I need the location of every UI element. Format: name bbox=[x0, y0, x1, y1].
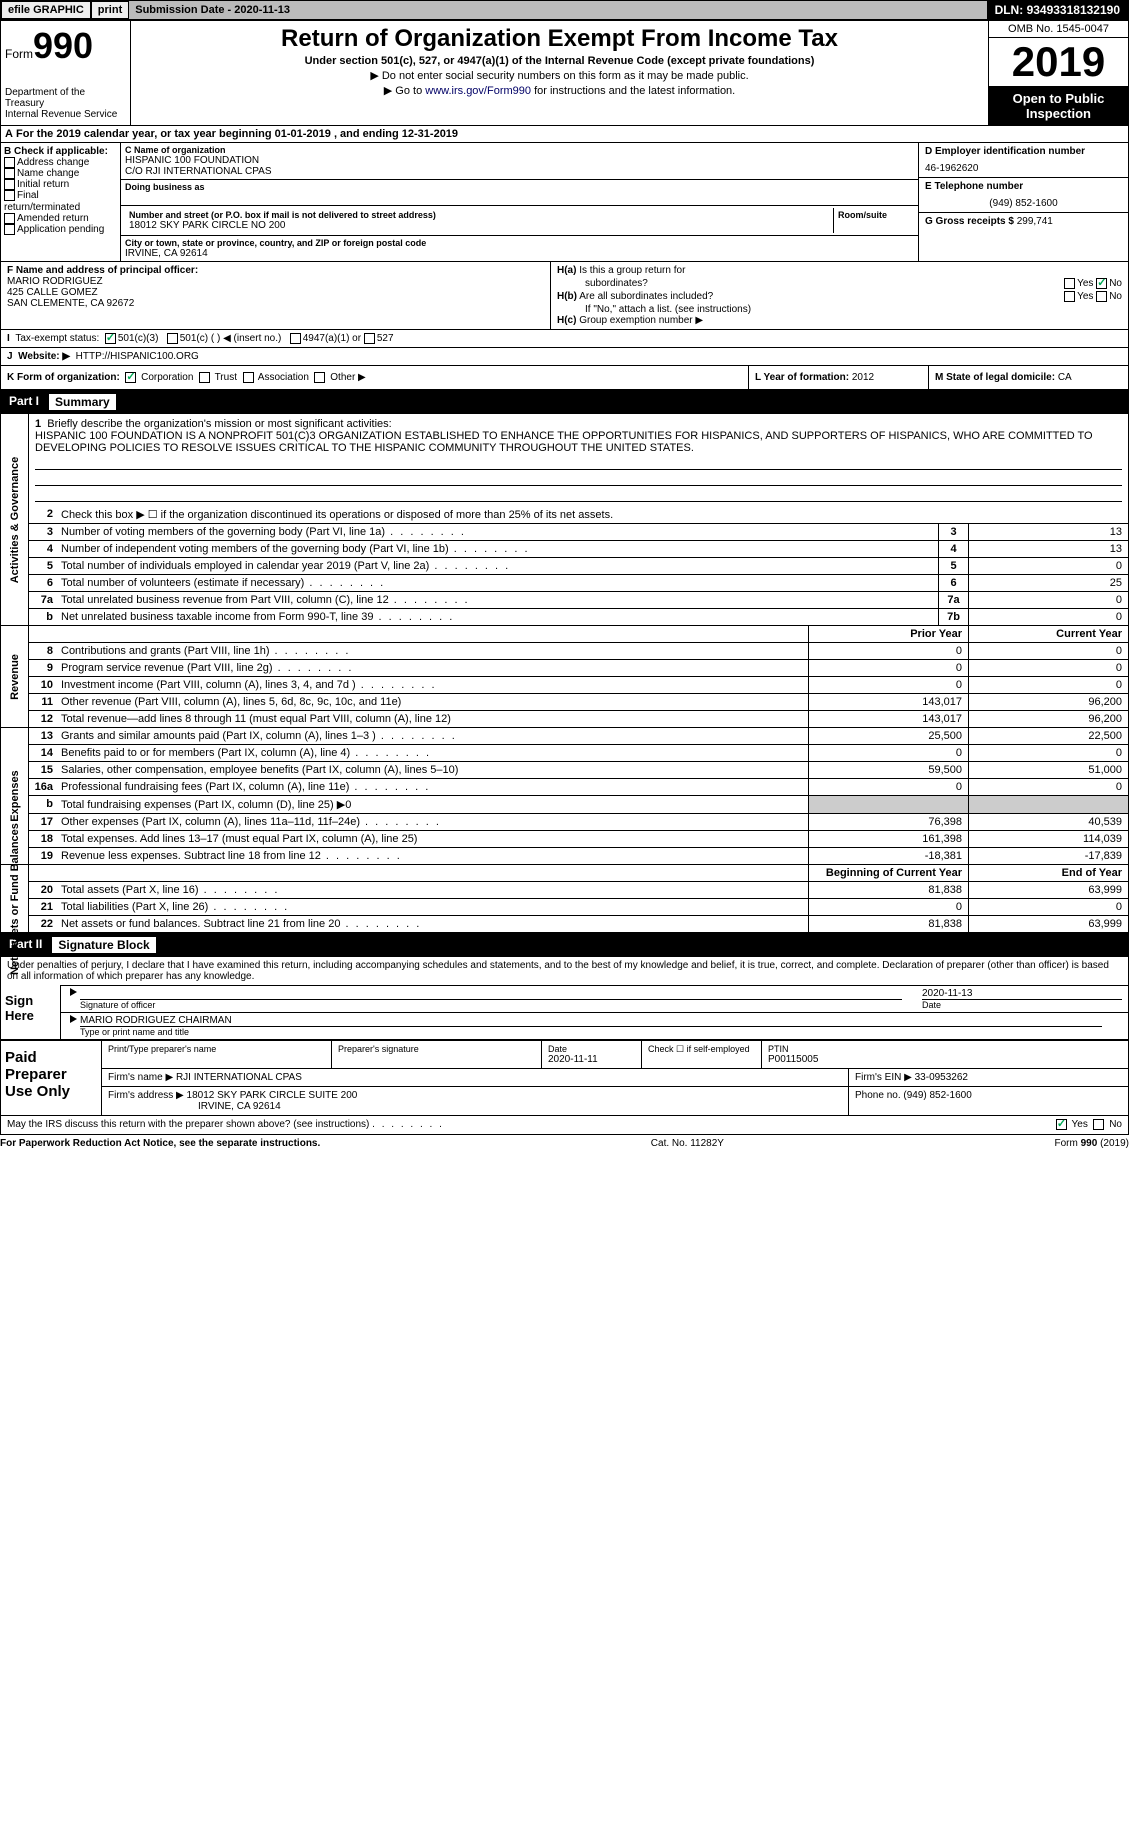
note-ssn: ▶ Do not enter social security numbers o… bbox=[135, 69, 984, 82]
note-link: ▶ Go to www.irs.gov/Form990 for instruct… bbox=[135, 84, 984, 97]
box-i: I Tax-exempt status: 501(c)(3) 501(c) ( … bbox=[0, 330, 1129, 348]
form-header: Form990 Department of the Treasury Inter… bbox=[0, 20, 1129, 126]
arrow-icon bbox=[70, 988, 77, 996]
may-discuss: May the IRS discuss this return with the… bbox=[0, 1116, 1129, 1134]
subdate-label: Submission Date - 2020-11-13 bbox=[129, 2, 296, 18]
box-d-e-g: D Employer identification number46-19626… bbox=[918, 143, 1128, 261]
preparer-section: Paid Preparer Use Only Print/Type prepar… bbox=[0, 1040, 1129, 1116]
irs-link[interactable]: www.irs.gov/Form990 bbox=[425, 85, 531, 97]
form-number: Form990 bbox=[5, 25, 126, 67]
footer: For Paperwork Reduction Act Notice, see … bbox=[0, 1135, 1129, 1152]
box-f: F Name and address of principal officer:… bbox=[1, 262, 551, 329]
form-title: Return of Organization Exempt From Incom… bbox=[135, 25, 984, 53]
omb-number: OMB No. 1545-0047 bbox=[989, 21, 1128, 38]
print-button[interactable]: print bbox=[91, 1, 129, 19]
top-bar: efile GRAPHIC print Submission Date - 20… bbox=[0, 0, 1129, 20]
arrow-icon bbox=[70, 1015, 77, 1023]
box-k-l-m: K Form of organization: Corporation Trus… bbox=[0, 366, 1129, 390]
tax-year: 2019 bbox=[989, 38, 1128, 87]
box-h: H(a) Is this a group return for subordin… bbox=[551, 262, 1128, 329]
irs-label: Internal Revenue Service bbox=[5, 109, 126, 120]
box-j: J Website: ▶ HTTP://HISPANIC100.ORG bbox=[0, 348, 1129, 366]
revenue: Revenue Prior YearCurrent Year 8Contribu… bbox=[0, 626, 1129, 728]
expenses: Expenses 13Grants and similar amounts pa… bbox=[0, 728, 1129, 865]
box-f-h: F Name and address of principal officer:… bbox=[0, 262, 1129, 330]
signature-section: Under penalties of perjury, I declare th… bbox=[0, 957, 1129, 1040]
net-assets: Net Assets or Fund Balances Beginning of… bbox=[0, 865, 1129, 933]
part2-header: Part II Signature Block bbox=[0, 933, 1129, 957]
part1-header: Part I Summary bbox=[0, 390, 1129, 414]
dln: DLN: 93493318132190 bbox=[987, 1, 1128, 19]
period-row: A For the 2019 calendar year, or tax yea… bbox=[0, 126, 1129, 143]
box-c: C Name of organization HISPANIC 100 FOUN… bbox=[121, 143, 918, 261]
efile-label: efile GRAPHIC bbox=[1, 1, 91, 19]
dept-label: Department of the Treasury bbox=[5, 87, 126, 109]
open-inspection: Open to Public Inspection bbox=[989, 87, 1128, 125]
box-b: B Check if applicable: Address change Na… bbox=[1, 143, 121, 261]
activities-governance: Activities & Governance 1 Briefly descri… bbox=[0, 414, 1129, 626]
info-grid: B Check if applicable: Address change Na… bbox=[0, 143, 1129, 262]
form-subtitle: Under section 501(c), 527, or 4947(a)(1)… bbox=[135, 55, 984, 67]
